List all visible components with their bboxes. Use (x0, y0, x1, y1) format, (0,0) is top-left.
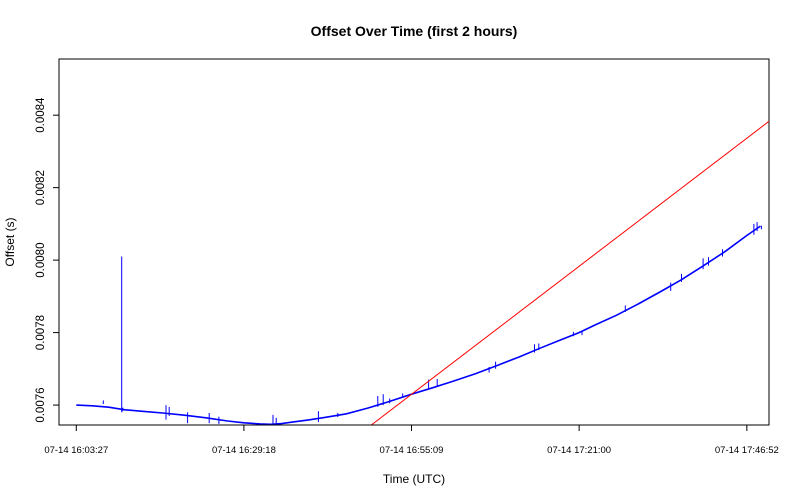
y-tick-label: 0.0078 (35, 315, 47, 350)
y-tick-label: 0.0082 (35, 170, 47, 205)
series-layer (76, 120, 769, 425)
y-tick-label: 0.0080 (35, 243, 47, 278)
x-tick-label: 07-14 17:46:52 (715, 445, 779, 456)
series-line-fit (370, 120, 769, 425)
plot-frame (58, 58, 770, 426)
x-tick-label: 07-14 17:21:00 (547, 445, 611, 456)
series-line-offset (76, 225, 761, 425)
x-tick-label: 07-14 16:03:27 (44, 445, 108, 456)
y-tick-label: 0.0084 (35, 97, 47, 133)
chart-title: Offset Over Time (first 2 hours) (311, 23, 518, 39)
x-axis: 07-14 16:03:27 07-14 16:29:18 07-14 16:55:… (44, 424, 779, 456)
x-tick-label: 07-14 16:29:18 (212, 445, 276, 456)
y-axis-label: Offset (s) (3, 217, 17, 266)
y-axis: 0.0076 0.0078 0.0080 0.0082 0.0084 (35, 97, 60, 423)
x-tick-label: 07-14 16:55:09 (380, 445, 444, 456)
x-axis-label: Time (UTC) (383, 472, 445, 486)
y-tick-label: 0.0076 (35, 387, 47, 422)
